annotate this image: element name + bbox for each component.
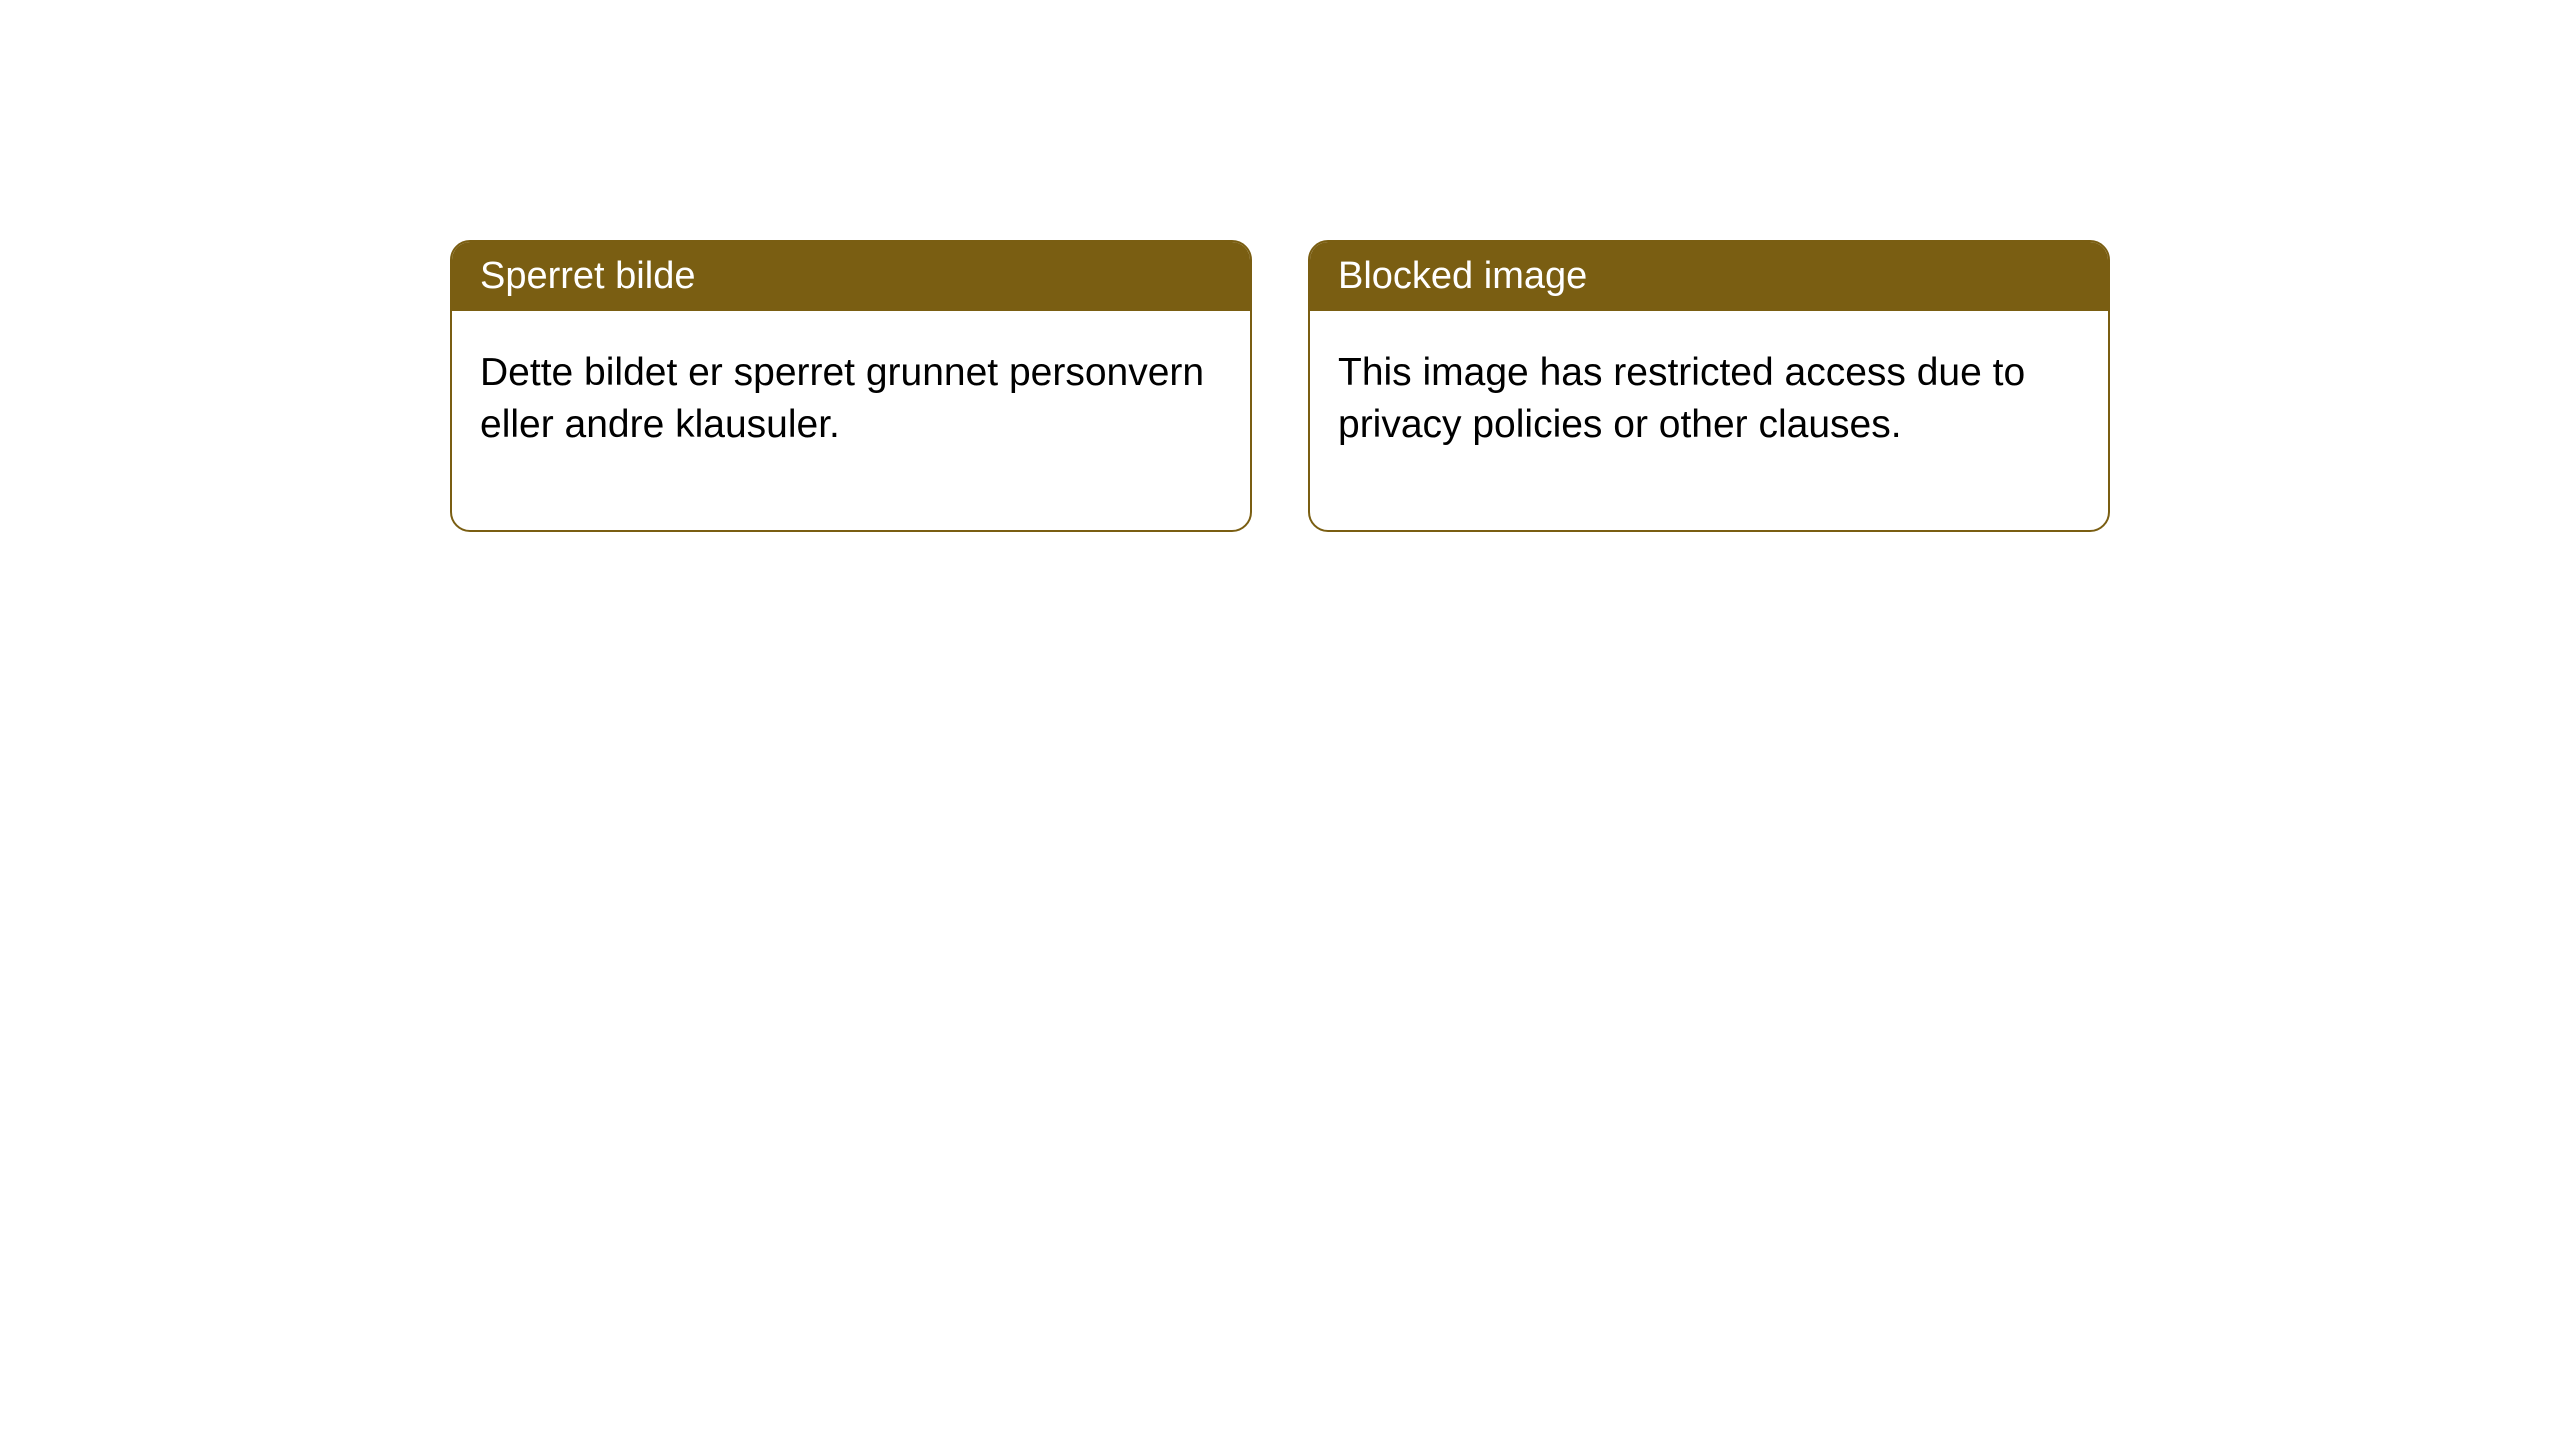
notice-cards-container: Sperret bilde Dette bildet er sperret gr… — [0, 0, 2560, 532]
card-header: Sperret bilde — [452, 242, 1250, 311]
notice-card-english: Blocked image This image has restricted … — [1308, 240, 2110, 532]
notice-card-norwegian: Sperret bilde Dette bildet er sperret gr… — [450, 240, 1252, 532]
card-header: Blocked image — [1310, 242, 2108, 311]
card-body: Dette bildet er sperret grunnet personve… — [452, 311, 1250, 530]
card-title: Blocked image — [1338, 255, 1587, 297]
card-body-text: Dette bildet er sperret grunnet personve… — [480, 351, 1204, 445]
card-body: This image has restricted access due to … — [1310, 311, 2108, 530]
card-body-text: This image has restricted access due to … — [1338, 351, 2025, 445]
card-title: Sperret bilde — [480, 255, 695, 297]
